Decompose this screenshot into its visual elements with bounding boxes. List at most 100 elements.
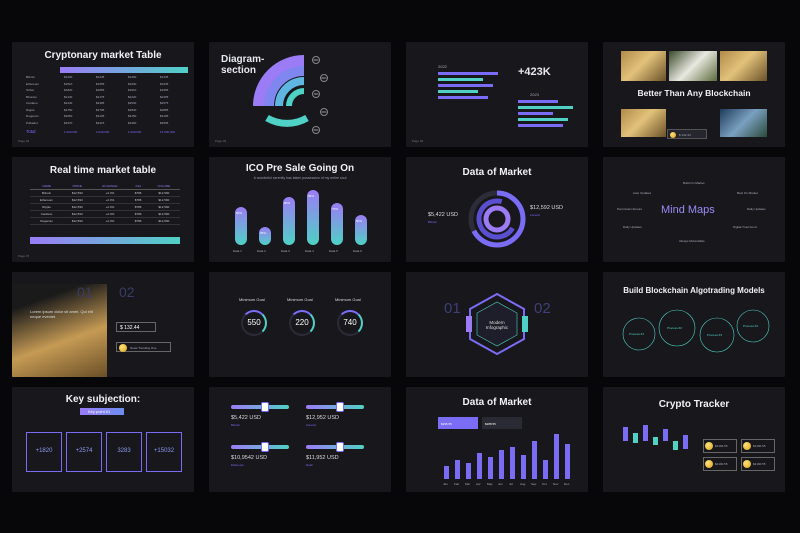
- key-box: [106, 432, 142, 472]
- price-badge: $ 132.44: [667, 129, 707, 139]
- month-label: Jan: [443, 482, 448, 486]
- slide-crypto-tracker[interactable]: Crypto Tracker $2190.55 $2190.55 $2190.55 $…: [603, 387, 785, 492]
- table-cell: +2.4%: [91, 203, 129, 211]
- table-cell: $2175: [96, 94, 105, 99]
- month-label: Aug: [520, 482, 526, 486]
- photo-4: [621, 109, 666, 137]
- key-value: 3283: [117, 448, 131, 454]
- table-cell: $12,590: [147, 217, 180, 225]
- table-cell: $12,593: [63, 196, 92, 204]
- slide-realtime-table[interactable]: Real time market table NAME PRICE ECHANGE 2…: [12, 157, 194, 262]
- bar: [510, 447, 515, 479]
- bar: [521, 455, 526, 479]
- bar: [518, 100, 558, 103]
- price-card-value: $2190.55: [753, 462, 766, 466]
- photo-5: [720, 109, 767, 137]
- slide-news-trending[interactable]: Lorem ipsum dolor sit amet. Qui elit neq…: [12, 272, 194, 377]
- slide-bar-stats[interactable]: 2022 +423K 2023 Page 04: [406, 42, 588, 147]
- news-pill[interactable]: News Trending One: [116, 342, 171, 352]
- candle: [643, 425, 648, 441]
- coin-icon: [705, 460, 713, 468]
- goal-ring: [289, 310, 315, 336]
- table-footer-bar: [30, 237, 180, 244]
- coin-icon: [705, 442, 713, 450]
- price-card: [741, 439, 775, 453]
- slider-track: [306, 445, 364, 449]
- table-cell: $12,593: [63, 217, 92, 225]
- pill-label: Data 1: [233, 249, 242, 253]
- caption: Lorem ipsum dolor sit amet. Qui elit neq…: [30, 309, 93, 319]
- table-cell: $1335: [160, 75, 169, 79]
- slide-data-of-market-donut[interactable]: Data of Market $5,422 USD Bitcoin $12,59…: [406, 157, 588, 262]
- table-cell: +2.4%: [91, 210, 129, 218]
- key-point-tag: Key point #1: [80, 408, 124, 415]
- slide-title: Cryptonary market Table: [44, 50, 162, 61]
- table-cell: $2750: [64, 107, 73, 112]
- slide-market-table[interactable]: Cryptonary market Table Bitcoin $1200 $124…: [12, 42, 194, 147]
- table-cell: $12,590: [147, 210, 180, 218]
- card-1-value: $295.55: [441, 422, 452, 426]
- bar: [438, 78, 483, 81]
- slider-track: [231, 445, 289, 449]
- table-cell: $2530: [128, 101, 137, 105]
- slide-diagram-section[interactable]: Diagram- section 90% 80% 70% 60% 50% Page 03: [209, 42, 391, 147]
- table-cell: +2.4%: [91, 196, 129, 204]
- goal-label: Minimum Goal: [287, 297, 313, 302]
- mind-map-node: Daily Updates: [747, 207, 766, 211]
- slide-modern-infographic[interactable]: 01 02 Modern Infographic: [406, 272, 588, 377]
- slide-goals[interactable]: Minimum Goal 550 Minimum Goal 220 Minimum Go…: [209, 272, 391, 377]
- right-coin: Litecoin: [530, 213, 541, 217]
- candle: [623, 427, 628, 441]
- slide-data-of-market-bars[interactable]: Data of Market $295.55 $288.55 Jan Feb Mar…: [406, 387, 588, 492]
- slides-grid: Cryptonary market Table Bitcoin $1200 $124…: [12, 42, 788, 492]
- number-02: 02: [119, 284, 135, 300]
- month-label: Mar: [465, 482, 471, 486]
- pill-value: 60%: [236, 211, 243, 215]
- slide-better-blockchain[interactable]: Better Than Any Blockchain $ 132.44: [603, 42, 785, 147]
- table-cell: $12,590: [147, 203, 180, 211]
- month-label: Jun: [498, 482, 503, 486]
- pill-value: 50%: [356, 219, 363, 223]
- total-cell: 15,000,000: [160, 130, 176, 134]
- slide-title: ICO Pre Sale Going On: [245, 163, 355, 174]
- coin-value: $5,422 USD: [231, 415, 261, 421]
- slide-algotrading-models[interactable]: Build Blockchain Algotrading Models Proc…: [603, 272, 785, 377]
- table-cell: $786: [128, 189, 148, 197]
- mind-map-node: Auto Updates: [633, 191, 652, 195]
- coin-icon: [743, 460, 751, 468]
- table-cell: $1200: [64, 75, 73, 79]
- slide-key-subjection[interactable]: Key subjection: Key point #1 +1820 +2574 3…: [12, 387, 194, 492]
- table-cell: $1645: [160, 81, 169, 86]
- table-row-name: Ethereum: [26, 81, 40, 86]
- table-cell: +2.4%: [91, 189, 129, 197]
- table-cell: Ripple: [30, 203, 64, 211]
- total-cell: 2,400,000: [128, 130, 142, 134]
- bar: [554, 434, 559, 479]
- slide-coin-sliders[interactable]: $5,422 USD Bitcoin $12,952 USD Litecoin $10,…: [209, 387, 391, 492]
- table-cell: $1865: [96, 88, 105, 92]
- table-cell: $3195: [160, 114, 169, 118]
- pill-label: Data 5: [329, 249, 338, 253]
- table-cell: $786: [128, 196, 148, 204]
- table-cell: $3505: [160, 120, 169, 125]
- slider-track: [231, 405, 289, 409]
- card-1: $295.55: [438, 417, 478, 429]
- photo-1: [621, 51, 666, 81]
- table-cell: $786: [128, 217, 148, 225]
- slide-ico-presale[interactable]: ICO Pre Sale Going On A wonderful sereni…: [209, 157, 391, 262]
- pill-value: 25%: [260, 231, 267, 235]
- arc-diagram: [253, 55, 309, 127]
- bar: [477, 453, 482, 479]
- coin-name: Bitcoin: [231, 423, 241, 427]
- slide-mind-maps[interactable]: Mind Maps Auto Updates Build On Market Bes…: [603, 157, 785, 262]
- bar: [438, 72, 498, 75]
- price-card-value: $2190.55: [753, 444, 766, 448]
- table-row-name: Cardano: [26, 101, 38, 105]
- center-label: Modern Infographic: [485, 320, 509, 330]
- table-row: Bitcoin $12,593 +2.4% $786 $12,590: [30, 189, 180, 197]
- year-label-1: 2022: [438, 64, 447, 69]
- table-cell: $2795: [96, 107, 105, 112]
- pill-bar: [307, 190, 319, 245]
- mind-map-node: Always Refundable: [679, 239, 705, 243]
- number-01: 01: [77, 284, 93, 300]
